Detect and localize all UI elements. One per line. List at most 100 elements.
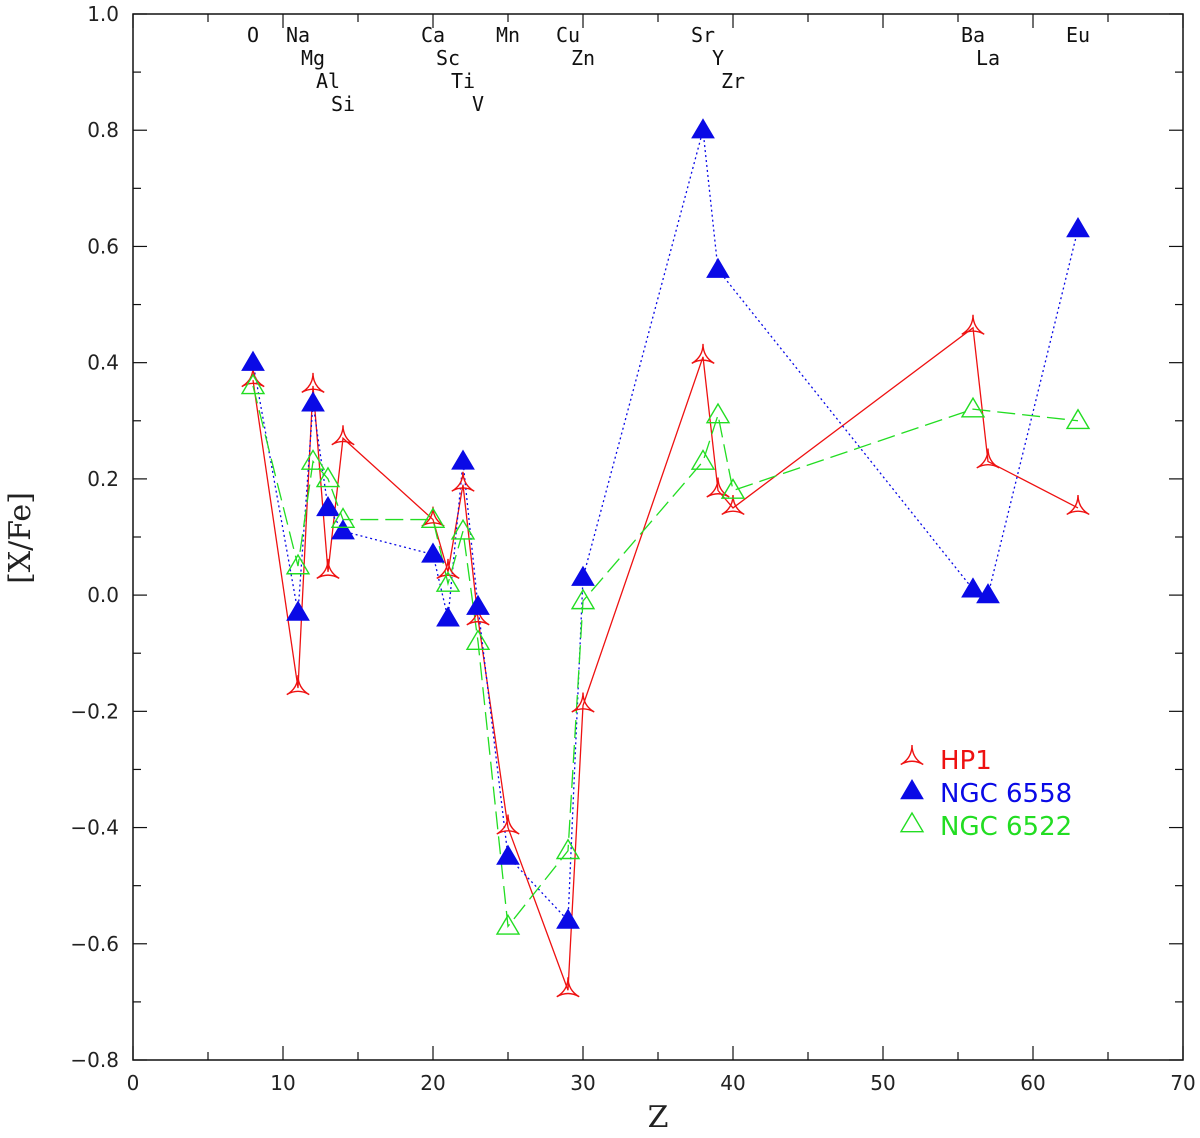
element-label: Al [316, 69, 340, 93]
element-label: Zr [721, 69, 745, 93]
x-tick-label: 70 [1170, 1071, 1195, 1095]
data-point-ngc-6558 [286, 600, 310, 621]
element-label: Na [286, 23, 310, 47]
element-label: Cu [556, 23, 580, 47]
data-point-ngc-6558 [571, 565, 595, 586]
data-point-ngc-6558 [961, 577, 985, 598]
data-point-hp1 [691, 343, 715, 364]
data-point-hp1 [496, 814, 520, 835]
y-tick-label: 0.6 [87, 234, 119, 258]
data-point-hp1 [961, 314, 985, 335]
legend-marker-ngc-6558 [900, 779, 924, 800]
data-point-hp1 [571, 692, 595, 713]
x-axis-title: Z [648, 1100, 669, 1135]
data-point-ngc-6558 [496, 844, 520, 865]
data-point-ngc-6558 [241, 350, 265, 371]
data-point-ngc-6522 [555, 838, 581, 860]
x-tick-label: 20 [420, 1071, 445, 1095]
x-tick-label: 60 [1020, 1071, 1045, 1095]
legend-marker-ngc-6522 [899, 811, 925, 833]
data-point-ngc-6558 [331, 519, 355, 540]
data-point-ngc-6522 [1065, 408, 1091, 430]
element-label: Zn [571, 46, 595, 70]
data-point-hp1 [421, 506, 445, 527]
data-point-ngc-6558 [301, 391, 325, 412]
data-point-ngc-6522 [240, 373, 266, 395]
data-point-hp1 [721, 494, 745, 516]
y-tick-label: 0.8 [87, 118, 119, 142]
legend-label-ngc-6558: NGC 6558 [940, 779, 1072, 809]
element-label: Y [712, 46, 724, 70]
legend-marker-hp1 [900, 744, 924, 766]
data-point-hp1 [331, 425, 355, 446]
data-point-ngc-6522 [720, 478, 746, 499]
data-point-ngc-6558 [436, 606, 460, 627]
data-point-ngc-6522 [690, 449, 716, 470]
data-point-ngc-6522 [285, 553, 311, 575]
data-point-ngc-6522 [315, 466, 341, 488]
x-tick-label: 10 [270, 1071, 295, 1095]
element-label: Sr [691, 23, 715, 47]
data-point-hp1 [451, 471, 475, 492]
element-label: Eu [1066, 23, 1090, 47]
x-tick-label: 0 [127, 1071, 140, 1095]
data-point-ngc-6558 [451, 449, 475, 470]
y-tick-label: 0.4 [87, 351, 119, 375]
data-point-ngc-6522 [450, 518, 476, 540]
data-point-ngc-6522 [495, 913, 521, 935]
axis-ticks [132, 13, 1184, 1061]
element-label: Ba [961, 23, 985, 47]
element-label: Mg [301, 46, 325, 70]
data-point-ngc-6558 [691, 118, 715, 139]
data-point-ngc-6558 [421, 542, 445, 563]
element-label: La [976, 46, 1000, 70]
y-tick-label: −0.6 [70, 932, 119, 956]
series-lines [252, 130, 1079, 991]
data-point-ngc-6522 [960, 396, 986, 418]
x-tick-label: 40 [720, 1071, 745, 1095]
tick-labels: 0 10 20 30 40 50 60 70 −0.8 −0.6 −0.4 −0.2 0.0 0.2 0.4… [70, 2, 1195, 1095]
element-label: V [472, 92, 484, 116]
data-point-hp1 [316, 558, 340, 579]
y-tick-label: 1.0 [87, 2, 119, 26]
y-tick-label: −0.4 [70, 816, 119, 840]
data-point-ngc-6558 [466, 594, 490, 615]
series-line-ngc-6522 [252, 385, 1079, 928]
data-point-ngc-6522 [465, 629, 491, 650]
data-point-hp1 [556, 977, 580, 998]
data-point-hp1 [706, 477, 730, 498]
data-point-hp1 [301, 372, 325, 394]
data-point-hp1 [286, 675, 310, 696]
x-tick-label: 30 [570, 1071, 595, 1095]
data-point-hp1 [466, 605, 490, 626]
data-point-hp1 [1066, 494, 1090, 516]
y-tick-label: 0.2 [87, 467, 119, 491]
y-tick-label: 0.0 [87, 583, 119, 607]
series-line-hp1 [252, 326, 1079, 991]
element-label: Ti [451, 69, 475, 93]
data-point-ngc-6558 [556, 908, 580, 929]
data-point-ngc-6558 [976, 583, 1000, 604]
data-point-ngc-6522 [330, 507, 356, 528]
legend-label-hp1: HP1 [940, 746, 992, 776]
series-markers [240, 118, 1091, 998]
data-point-ngc-6522 [420, 507, 446, 528]
data-point-ngc-6522 [300, 449, 326, 470]
data-point-hp1 [976, 448, 1000, 469]
y-axis-title: [X/Fe] [3, 492, 38, 584]
element-label: Ca [421, 23, 445, 47]
data-point-ngc-6558 [706, 257, 730, 278]
legend-label-ngc-6522: NGC 6522 [940, 812, 1072, 842]
element-label: Sc [436, 46, 460, 70]
data-point-ngc-6522 [705, 402, 731, 424]
element-label: Mn [496, 23, 520, 47]
series-line-ngc-6558 [252, 130, 1079, 923]
y-tick-label: −0.8 [70, 1048, 119, 1072]
data-point-ngc-6522 [435, 571, 461, 592]
y-tick-label: −0.2 [70, 699, 119, 723]
data-point-ngc-6558 [316, 495, 340, 517]
element-label: O [247, 23, 259, 47]
element-label: Si [331, 92, 355, 116]
